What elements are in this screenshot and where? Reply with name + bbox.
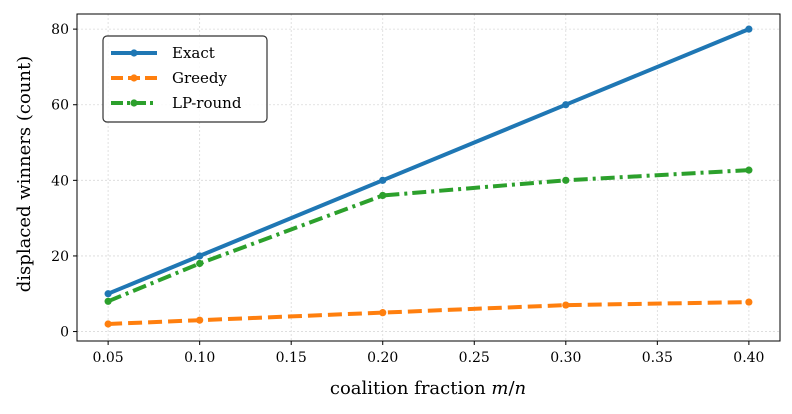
data-point-greedy — [104, 320, 112, 328]
data-point-lp-round — [379, 191, 387, 200]
data-point-lp-round — [104, 297, 112, 305]
legend-marker-exact — [130, 49, 138, 57]
data-point-exact — [379, 176, 387, 184]
data-point-lp-round — [196, 259, 204, 268]
legend-marker-lp-round — [130, 99, 138, 107]
y-tick-label: 0 — [60, 325, 69, 341]
y-axis-label: displaced winners (count) — [14, 56, 35, 292]
series-layer — [104, 25, 753, 328]
x-tick-label: 0.35 — [642, 350, 673, 366]
series-line-greedy — [108, 300, 749, 326]
x-tick-label: 0.30 — [550, 350, 581, 366]
y-axis-ticks: 0 20 40 60 80 — [51, 22, 77, 341]
legend: Exact Greedy LP-round — [102, 35, 268, 123]
series-line-lp-round — [107, 168, 750, 304]
legend-label-exact: Exact — [172, 44, 215, 62]
y-tick-label: 40 — [51, 173, 69, 189]
x-tick-label: 0.20 — [367, 350, 398, 366]
x-axis-label: coalition fraction m/n — [330, 378, 526, 399]
legend-box — [102, 35, 268, 123]
data-point-greedy — [745, 298, 753, 306]
x-tick-label: 0.10 — [184, 350, 215, 366]
x-tick-label: 0.40 — [733, 350, 764, 366]
legend-items: Exact Greedy LP-round — [111, 44, 242, 112]
data-point-lp-round — [562, 176, 570, 184]
x-tick-label: 0.05 — [93, 350, 124, 366]
y-tick-label: 60 — [51, 98, 69, 114]
y-tick-label: 80 — [51, 22, 69, 38]
grid — [77, 14, 780, 341]
data-point-lp-round — [745, 166, 753, 174]
x-tick-label: 0.15 — [276, 350, 307, 366]
data-point-exact — [104, 290, 112, 298]
x-axis-ticks: 0.05 0.10 0.15 0.20 0.25 0.30 0.35 0.40 — [93, 341, 764, 366]
data-point-exact — [562, 101, 570, 109]
data-point-greedy — [379, 309, 387, 317]
data-point-exact — [745, 25, 753, 33]
legend-label-lp-round: LP-round — [172, 94, 242, 112]
data-point-greedy — [196, 316, 204, 324]
legend-label-greedy: Greedy — [172, 69, 228, 87]
plot-frame — [76, 13, 781, 342]
legend-marker-greedy — [130, 74, 138, 82]
data-point-exact — [196, 252, 204, 260]
x-tick-label: 0.25 — [459, 350, 490, 366]
y-tick-label: 20 — [51, 249, 69, 265]
data-point-greedy — [562, 301, 570, 309]
